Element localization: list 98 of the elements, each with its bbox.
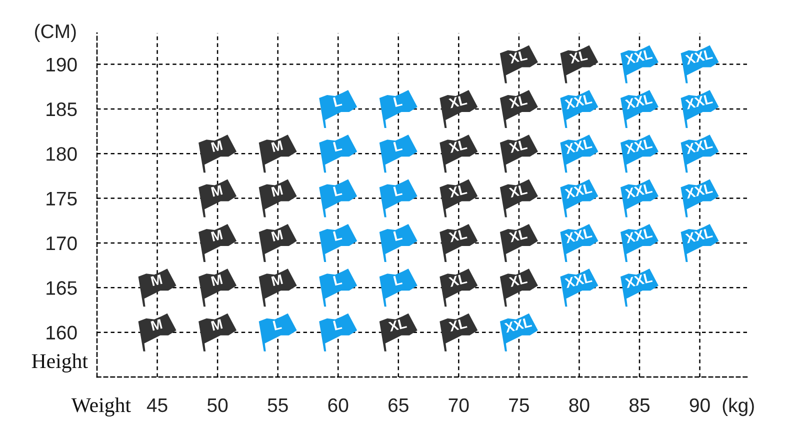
point xyxy=(198,268,237,307)
text: M xyxy=(271,230,283,242)
text: XXL xyxy=(564,183,592,199)
text: XXL xyxy=(624,94,653,110)
text: M xyxy=(210,274,223,286)
x-tick-label: 70 xyxy=(448,398,469,412)
point xyxy=(138,268,176,307)
point xyxy=(198,224,237,262)
y-tick-label: 190 xyxy=(46,58,77,72)
y-tick-label: 160 xyxy=(46,326,77,340)
text: XXL xyxy=(624,138,653,154)
text: M xyxy=(271,140,283,152)
x-tick-label: 75 xyxy=(509,398,529,412)
point xyxy=(379,90,418,128)
point xyxy=(379,179,418,218)
text: L xyxy=(393,185,403,196)
text: (kg) xyxy=(722,398,754,416)
text: XL xyxy=(508,50,528,64)
series-label: L xyxy=(333,185,342,196)
text: M xyxy=(150,274,162,286)
y-tick-label: 180 xyxy=(46,147,77,161)
text: L xyxy=(393,140,403,152)
point xyxy=(258,268,297,307)
y-tick-label: 185 xyxy=(46,102,77,116)
text: XL xyxy=(508,274,528,287)
point xyxy=(319,313,358,352)
point xyxy=(379,224,418,262)
y-tick-label: 170 xyxy=(46,236,77,250)
point xyxy=(319,268,358,307)
text: M xyxy=(210,319,223,331)
text: XXL xyxy=(684,183,713,199)
point xyxy=(258,224,297,262)
text: (CM) xyxy=(35,24,76,42)
point xyxy=(379,134,418,173)
point xyxy=(319,134,358,173)
point xyxy=(138,313,176,352)
x-tick-label: 85 xyxy=(630,398,650,412)
point xyxy=(319,90,358,128)
point xyxy=(258,134,297,173)
x-tick-label: 60 xyxy=(328,398,348,412)
text: XXL xyxy=(624,49,653,65)
text: XXL xyxy=(564,228,592,244)
text: L xyxy=(272,319,282,330)
point xyxy=(198,313,237,352)
x-tick-label: 55 xyxy=(268,398,288,412)
text: L xyxy=(333,319,342,330)
text: XXL xyxy=(564,272,592,288)
text: L xyxy=(393,230,403,241)
text: L xyxy=(333,96,342,107)
text: XL xyxy=(448,140,468,153)
text: L xyxy=(393,96,403,107)
text: XL xyxy=(508,228,528,242)
text: XL xyxy=(448,228,468,242)
x-tick-label: 50 xyxy=(208,398,228,412)
text: XL xyxy=(448,94,468,108)
text: XXL xyxy=(684,94,713,110)
y-tick-label: 165 xyxy=(46,281,77,295)
text: XXL xyxy=(564,94,592,110)
text: L xyxy=(393,274,403,286)
point xyxy=(198,134,237,173)
x-tick-label: 90 xyxy=(690,398,710,412)
text: XL xyxy=(448,318,468,332)
text: L xyxy=(333,274,342,286)
text: XL xyxy=(508,184,528,198)
text: XXL xyxy=(624,228,653,244)
text: M xyxy=(271,185,283,197)
text: M xyxy=(210,140,223,152)
x-axis-title: Weight xyxy=(71,398,131,416)
text: XXL xyxy=(624,272,653,288)
text: XL xyxy=(568,50,588,64)
text: XXL xyxy=(564,138,592,154)
text: XXL xyxy=(684,49,713,65)
series-label: XXL xyxy=(504,317,532,333)
text: XL xyxy=(448,274,468,287)
text: XXL xyxy=(624,183,653,199)
point xyxy=(319,224,358,262)
series-label: XL xyxy=(388,318,407,332)
x-tick-label: 65 xyxy=(388,398,408,412)
text: XL xyxy=(508,94,528,108)
text: XXL xyxy=(684,138,713,154)
y-axis-title: Height xyxy=(32,354,88,372)
x-tick-label: 80 xyxy=(569,398,590,412)
point xyxy=(258,179,297,218)
x-tick-label: 45 xyxy=(146,398,168,412)
text: XXL xyxy=(684,228,713,244)
series-label: M xyxy=(210,185,223,197)
text: M xyxy=(150,319,162,331)
text: L xyxy=(333,140,342,152)
point xyxy=(258,313,297,352)
text: XL xyxy=(448,184,468,198)
point xyxy=(319,179,358,218)
text: L xyxy=(333,230,342,241)
text: M xyxy=(271,274,283,286)
point xyxy=(198,179,237,218)
y-tick-label: 175 xyxy=(46,192,77,206)
point xyxy=(379,268,418,307)
text: M xyxy=(210,230,223,242)
text: XL xyxy=(508,140,528,153)
